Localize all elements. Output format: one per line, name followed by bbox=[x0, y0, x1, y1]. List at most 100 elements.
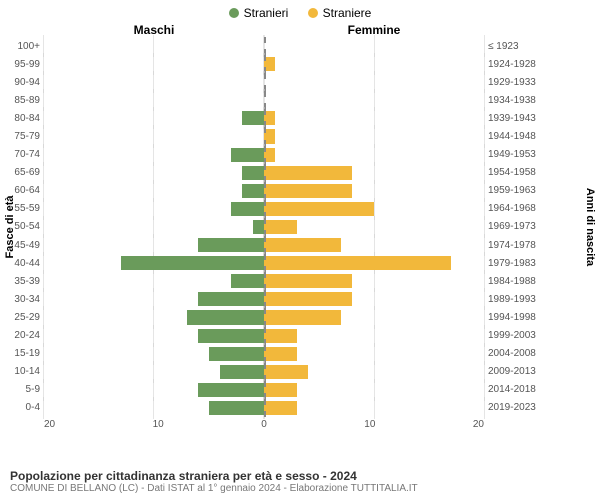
age-label: 100+ bbox=[0, 41, 44, 52]
legend-female-label: Straniere bbox=[323, 6, 372, 20]
birth-label: 1929-1933 bbox=[484, 77, 552, 88]
x-tick: 20 bbox=[473, 419, 484, 430]
bar-male bbox=[242, 111, 264, 125]
half-male bbox=[44, 37, 264, 55]
age-label: 15-19 bbox=[0, 348, 44, 359]
bar-area bbox=[44, 399, 484, 417]
age-label: 90-94 bbox=[0, 77, 44, 88]
bar-female bbox=[264, 329, 297, 343]
bar-female bbox=[264, 184, 352, 198]
bar-male bbox=[231, 274, 264, 288]
birth-label: 1954-1958 bbox=[484, 167, 552, 178]
age-label: 10-14 bbox=[0, 366, 44, 377]
x-tick: 0 bbox=[261, 419, 267, 430]
bar-male bbox=[231, 148, 264, 162]
row: 30-341989-1993 bbox=[0, 290, 600, 308]
legend-female: Straniere bbox=[308, 6, 372, 20]
half-male bbox=[44, 91, 264, 109]
age-label: 65-69 bbox=[0, 167, 44, 178]
bar-male bbox=[209, 347, 264, 361]
x-tick: 10 bbox=[153, 419, 164, 430]
row: 5-92014-2018 bbox=[0, 381, 600, 399]
legend-female-dot bbox=[308, 8, 318, 18]
x-axis: 201001020 bbox=[0, 419, 600, 430]
birth-label: 1934-1938 bbox=[484, 95, 552, 106]
bar-female bbox=[264, 256, 451, 270]
y-right-title: Anni di nascita bbox=[584, 188, 596, 266]
bar-male bbox=[198, 329, 264, 343]
half-male bbox=[44, 109, 264, 127]
birth-label: 1974-1978 bbox=[484, 240, 552, 251]
chart: Fasce di età Anni di nascita 100+ ≤ 1923 9… bbox=[0, 37, 600, 417]
bar-female bbox=[264, 310, 341, 324]
birth-label: 1959-1963 bbox=[484, 185, 552, 196]
half-male bbox=[44, 272, 264, 290]
half-male bbox=[44, 290, 264, 308]
birth-label: 1969-1973 bbox=[484, 221, 552, 232]
legend-male-dot bbox=[229, 8, 239, 18]
age-label: 95-99 bbox=[0, 59, 44, 70]
bar-female bbox=[264, 347, 297, 361]
age-label: 20-24 bbox=[0, 330, 44, 341]
bar-female bbox=[264, 166, 352, 180]
bar-male bbox=[121, 256, 264, 270]
birth-label: ≤ 1923 bbox=[484, 41, 552, 52]
row: 90-94 1929-1933 bbox=[0, 73, 600, 91]
birth-label: 1944-1948 bbox=[484, 131, 552, 142]
row: 25-29 1994-1998 bbox=[0, 308, 600, 326]
row: 80-841939-1943 bbox=[0, 109, 600, 127]
x-tick: 20 bbox=[44, 419, 55, 430]
half-male bbox=[44, 164, 264, 182]
birth-label: 1949-1953 bbox=[484, 149, 552, 160]
bar-female bbox=[264, 202, 374, 216]
y-left-title: Fasce di età bbox=[4, 195, 16, 258]
row: 10-142009-2013 bbox=[0, 363, 600, 381]
center-line bbox=[264, 399, 266, 417]
bar-male bbox=[187, 310, 264, 324]
column-headers: Maschi Femmine bbox=[0, 23, 600, 37]
age-label: 25-29 bbox=[0, 312, 44, 323]
half-male bbox=[44, 127, 264, 145]
age-label: 70-74 bbox=[0, 149, 44, 160]
age-label: 75-79 bbox=[0, 131, 44, 142]
half-male bbox=[44, 55, 264, 73]
footer: Popolazione per cittadinanza straniera p… bbox=[10, 469, 590, 494]
legend-male-label: Stranieri bbox=[244, 6, 289, 20]
bar-male bbox=[253, 220, 264, 234]
row: 85-891934-1938 bbox=[0, 91, 600, 109]
row: 50-541969-1973 bbox=[0, 218, 600, 236]
half-male bbox=[44, 345, 264, 363]
row: 35-391984-1988 bbox=[0, 272, 600, 290]
half-male bbox=[44, 363, 264, 381]
footer-title: Popolazione per cittadinanza straniera p… bbox=[10, 469, 590, 483]
row: 55-591964-1968 bbox=[0, 200, 600, 218]
bar-male bbox=[209, 401, 264, 415]
legend-male: Stranieri bbox=[229, 6, 289, 20]
birth-label: 1989-1993 bbox=[484, 294, 552, 305]
bar-male bbox=[220, 365, 264, 379]
age-label: 35-39 bbox=[0, 276, 44, 287]
row: 75-79 1944-1948 bbox=[0, 127, 600, 145]
bar-female bbox=[264, 292, 352, 306]
birth-label: 1924-1928 bbox=[484, 59, 552, 70]
x-ticks: 201001020 bbox=[44, 419, 484, 430]
half-male bbox=[44, 236, 264, 254]
bar-female bbox=[264, 238, 341, 252]
row: 0-42019-2023 bbox=[0, 399, 600, 417]
birth-label: 2019-2023 bbox=[484, 402, 552, 413]
birth-label: 2014-2018 bbox=[484, 384, 552, 395]
row: 95-99 1924-1928 bbox=[0, 55, 600, 73]
rows: 100+ ≤ 1923 95-99 1924-1928 90-94 1929-1933 85… bbox=[0, 37, 600, 417]
row: 70-74 1949-1953 bbox=[0, 146, 600, 164]
row: 45-491974-1978 bbox=[0, 236, 600, 254]
half-male bbox=[44, 218, 264, 236]
birth-label: 1994-1998 bbox=[484, 312, 552, 323]
birth-label: 1979-1983 bbox=[484, 258, 552, 269]
birth-label: 2004-2008 bbox=[484, 348, 552, 359]
half-male bbox=[44, 146, 264, 164]
row: 20-241999-2003 bbox=[0, 327, 600, 345]
half-male bbox=[44, 254, 264, 272]
bar-male bbox=[242, 184, 264, 198]
half-male bbox=[44, 200, 264, 218]
bar-male bbox=[198, 383, 264, 397]
